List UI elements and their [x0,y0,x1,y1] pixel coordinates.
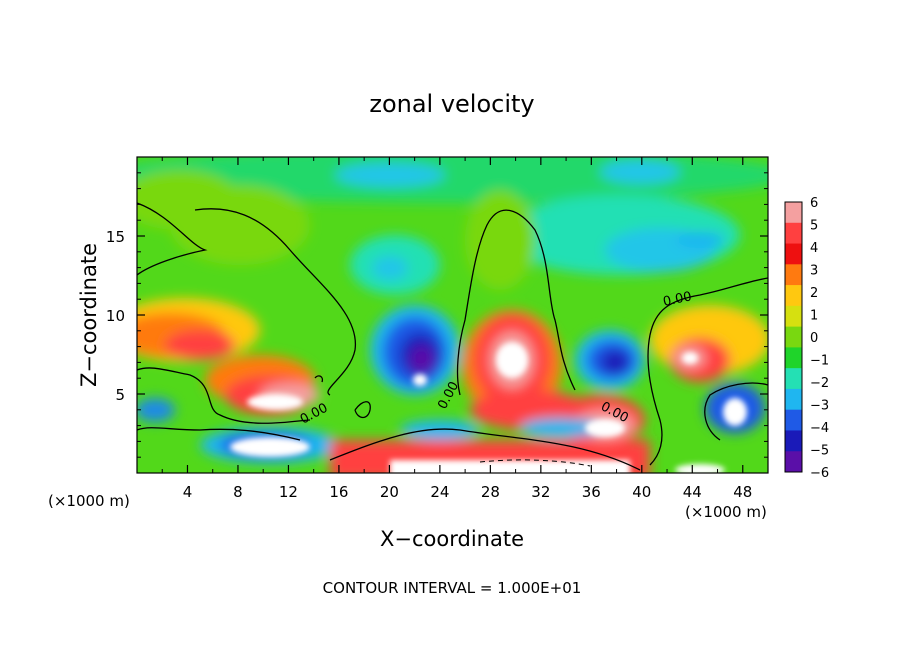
colorbar-label: 1 [810,309,818,324]
x-tick-label: 28 [481,483,500,501]
x-tick-label: 40 [632,483,651,501]
colorbar-swatch [785,305,802,328]
colorbar-label: 6 [810,196,818,211]
colorbar-swatch [785,409,802,431]
colorbar-swatch [785,222,802,245]
x-tick-label: 44 [683,483,702,501]
colorbar-swatch [785,388,802,411]
colorbar-label: 5 [810,219,818,234]
colorbar-swatch [785,347,802,369]
y-tick-label: 10 [106,307,125,325]
x-unit-left: (×1000 m) [48,492,130,510]
colorbar-label: −2 [810,376,829,391]
chart-title: zonal velocity [369,90,534,118]
colorbar-label: 4 [810,241,818,256]
colorbar-frame [784,201,803,473]
contour-interval-note: CONTOUR INTERVAL = 1.000E+01 [323,579,582,597]
heatmap-field [137,157,768,473]
colorbar-label: −4 [810,421,829,436]
colorbar-label: 2 [810,286,818,301]
colorbar-label: −6 [810,466,829,481]
x-tick-label: 20 [380,483,399,501]
y-tick-label: 5 [115,386,125,404]
x-axis-title: X−coordinate [380,527,524,551]
x-unit-right: (×1000 m) [685,503,767,521]
x-tick-label: 48 [733,483,752,501]
x-tick-label: 4 [183,483,193,501]
x-tick-label: 16 [329,483,348,501]
colorbar-label: −5 [810,444,829,459]
x-tick-label: 36 [582,483,601,501]
colorbar-label: 0 [810,331,818,346]
y-axis-title: Z−coordinate [77,243,101,387]
colorbar-swatch [785,243,802,265]
contour-label: 0.00 [662,289,693,310]
colorbar-swatch [785,202,802,224]
colorbar-swatch [785,285,802,307]
x-axis: 4 8 12 16 20 24 28 32 36 40 44 48 [161,157,752,501]
x-tick-label: 12 [279,483,298,501]
colorbar-label: −1 [810,354,829,369]
y-tick-label: 15 [106,228,125,246]
y-axis: 5 10 15 [106,172,768,458]
x-tick-label: 24 [430,483,449,501]
colorbar-swatch [785,368,802,390]
colorbar-swatch [785,264,802,286]
colorbar-swatch [785,451,802,473]
colorbar-label: 3 [810,264,818,279]
colorbar-swatch [785,430,802,452]
colorbar: 6 5 4 3 2 1 0 −1 −2 −3 −4 −5 −6 [784,196,829,481]
x-tick-label: 32 [531,483,550,501]
colorbar-swatch [785,326,802,348]
x-tick-label: 8 [233,483,243,501]
colorbar-label: −3 [810,399,829,414]
